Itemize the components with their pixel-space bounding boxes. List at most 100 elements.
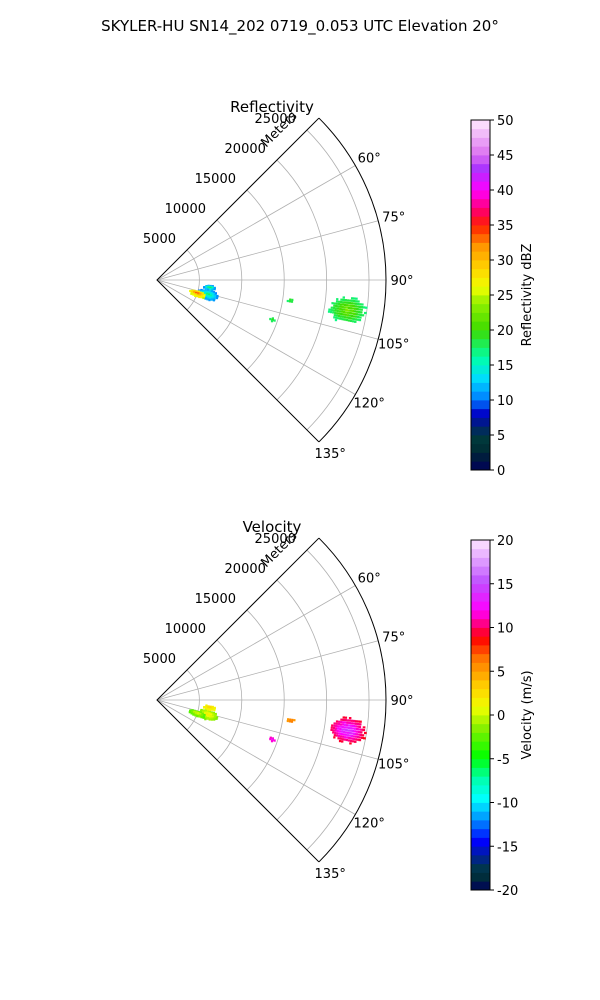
panel-title: Reflectivity [230, 98, 314, 116]
colorbar-tick-label: 0 [497, 464, 505, 479]
echo-gate-small-echo-mid [291, 298, 294, 301]
echo-gate-far-storm [354, 735, 358, 738]
echo-gate-far-storm [327, 310, 331, 313]
azimuth-tick-label: 75° [382, 631, 405, 646]
echo-gate-far-storm [360, 308, 363, 311]
echo-gate-far-storm [354, 318, 357, 321]
colorbar-band [471, 120, 490, 130]
echo-gate-far-storm [350, 299, 354, 302]
echo-gate-far-storm [335, 722, 338, 725]
echo-gate-far-storm [356, 738, 359, 741]
colorbar-band [471, 583, 490, 593]
colorbar-band [471, 391, 490, 401]
colorbar-band [471, 863, 490, 873]
echo-gate-far-storm [337, 723, 340, 726]
colorbar: 0 5 10 15 20 25 30 35 40 45 50 Reflectivity dBZ [470, 114, 535, 479]
echo-gate-far-storm [358, 739, 362, 742]
range-tick-label: 10000 [165, 202, 206, 217]
echo-gate-far-storm [337, 737, 340, 740]
echo-gate-far-storm [350, 737, 353, 740]
echo-gate-far-storm [334, 727, 338, 730]
azimuth-gridline-4 [156, 699, 356, 815]
echo-gate-far-storm [355, 310, 359, 313]
echo-gate-far-storm [355, 733, 358, 736]
echo-gate-near-cluster-core [198, 715, 201, 718]
echo-gate-far-storm [336, 732, 339, 735]
echo-gate-far-storm [358, 319, 362, 322]
echo-gate-far-storm [330, 726, 333, 729]
echo-gate-far-storm [357, 300, 360, 303]
colorbar-band [471, 408, 490, 418]
echo-gate-far-storm [341, 725, 344, 729]
echo-gate-near-cluster-east [213, 718, 216, 721]
echo-gate-small-echo-low [273, 319, 276, 322]
colorbar-band [471, 706, 490, 716]
echo-gate-near-cluster-core [194, 714, 197, 717]
colorbar-band [471, 225, 490, 235]
colorbar-band [471, 793, 490, 803]
echo-gate-far-storm [340, 310, 344, 313]
echo-gate-far-storm [348, 314, 352, 317]
sector-edges [156, 537, 320, 863]
azimuth-tick-label: 60° [358, 572, 381, 587]
echo-gate-far-storm [350, 722, 353, 725]
echo-gate-far-storm [352, 317, 355, 320]
echo-gate-near-cluster-east [210, 298, 213, 301]
echo-gate-far-storm [345, 728, 348, 732]
echo-gate-small-echo-low [269, 317, 272, 321]
echo-gate-far-storm [348, 301, 351, 305]
echo-gate-far-storm [351, 729, 355, 733]
echo-gate-far-storm [351, 309, 355, 313]
colorbar-band [471, 155, 490, 165]
echo-gate-far-storm [356, 305, 360, 308]
echo-gate-far-storm [351, 297, 354, 300]
echo-gate-far-storm [346, 724, 349, 727]
echo-gate-far-storm [341, 723, 345, 726]
echo-gate-far-storm [335, 302, 338, 305]
echo-gate-small-echo-low [271, 737, 274, 740]
echo-gate-far-storm [333, 724, 336, 727]
echo-gate-far-storm [342, 313, 345, 316]
radar-panels: Reflectivity60°75°90°105°120°135°5000100… [143, 98, 535, 899]
echo-gate-small-echo-low [270, 320, 274, 323]
colorbar-band [471, 128, 490, 138]
range-tick-label: 25000 [255, 112, 296, 127]
echo-gate-far-storm [347, 729, 350, 732]
echo-gate-far-storm [343, 306, 346, 309]
echo-gate-far-storm [335, 720, 339, 723]
echo-gate-far-storm [355, 730, 359, 733]
echo-gate-far-storm [351, 727, 355, 730]
echo-gate-far-storm [356, 316, 360, 319]
colorbar-band [471, 662, 490, 672]
echo-gate-far-storm [345, 308, 348, 312]
colorbar-band [471, 837, 490, 847]
echo-gate-far-storm [353, 732, 356, 735]
echo-gate-near-cluster-east [208, 718, 211, 721]
echo-gate-far-storm [351, 320, 355, 323]
echo-gate-small-echo-mid [288, 300, 291, 303]
echo-gate-far-storm [342, 716, 345, 719]
colorbar-band [471, 785, 490, 795]
echo-gate-far-storm [361, 734, 365, 737]
azimuth-tick-label: 90° [390, 694, 413, 709]
echo-gate-far-storm [331, 724, 334, 727]
echo-gate-far-storm [338, 720, 341, 723]
echo-gate-far-storm [344, 736, 347, 739]
echo-gate-far-storm [345, 306, 349, 309]
echo-gate-near-cluster-core [200, 296, 203, 299]
echo-gate-near-cluster-north [213, 288, 216, 291]
echo-gate-far-storm [349, 727, 353, 730]
echo-gate-small-echo-low [270, 740, 274, 743]
echo-gate-near-cluster-east [216, 716, 219, 719]
echo-gate-far-storm [341, 303, 345, 306]
colorbar-band [471, 260, 490, 270]
echo-gate-far-storm [353, 312, 356, 315]
echo-gate-far-storm [340, 730, 344, 733]
colorbar-band [471, 750, 490, 760]
echo-gate-far-storm [337, 734, 341, 738]
azimuth-gridline-4 [156, 279, 356, 395]
colorbar-band [471, 190, 490, 200]
azimuth-tick-label: 60° [358, 152, 381, 167]
colorbar-band [471, 697, 490, 707]
